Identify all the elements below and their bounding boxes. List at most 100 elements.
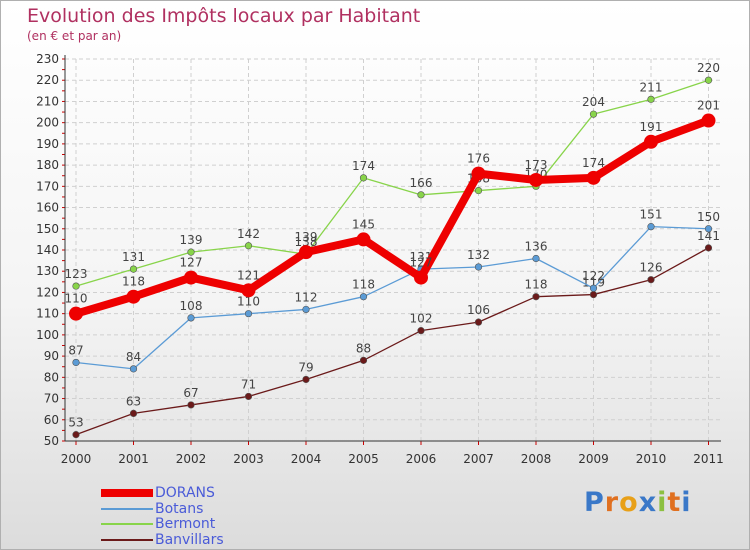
data-label-dorans: 110: [65, 292, 88, 306]
data-point-dorans: [69, 306, 83, 321]
y-tick-label: 150: [36, 222, 59, 236]
data-label-botans: 122: [582, 269, 605, 283]
data-point-bermont: [474, 186, 483, 195]
legend-swatch: [101, 489, 153, 497]
data-point-bermont: [647, 95, 655, 103]
legend-label: Banvillars: [155, 531, 224, 548]
x-tick-label: 2005: [348, 452, 379, 466]
data-label-botans: 118: [352, 278, 375, 292]
data-point-dorans: [586, 170, 601, 185]
data-point-bermont: [704, 76, 713, 84]
data-point-botans: [474, 263, 483, 271]
x-tick-label: 2001: [118, 452, 149, 466]
data-label-botans: 136: [525, 239, 548, 253]
y-tick-label: 230: [36, 52, 59, 66]
data-point-bermont: [589, 110, 598, 118]
series-line-botans: [75, 226, 710, 370]
data-point-banvillars: [474, 318, 483, 326]
y-tick-label: 130: [36, 264, 59, 278]
data-point-botans: [187, 314, 195, 322]
data-point-dorans: [241, 283, 256, 298]
x-tick-label: 2009: [578, 452, 609, 466]
logo-letter: x: [638, 487, 658, 518]
y-tick-label: 50: [44, 434, 59, 448]
proxiti-logo: Proxiti: [584, 487, 692, 518]
data-point-botans: [359, 293, 368, 301]
x-tick-label: 2010: [636, 452, 667, 466]
data-label-botans: 87: [68, 343, 83, 357]
series-line-dorans: [72, 116, 713, 318]
y-tick-label: 160: [36, 201, 59, 215]
data-label-bermont: 174: [352, 159, 375, 173]
data-label-banvillars: 67: [183, 386, 198, 400]
data-point-bermont: [129, 265, 138, 273]
logo-letter: i: [657, 487, 668, 518]
y-tick-label: 90: [44, 349, 59, 363]
data-point-botans: [72, 358, 80, 367]
data-point-dorans: [184, 270, 198, 285]
data-label-botans: 112: [295, 290, 318, 304]
data-label-bermont: 131: [122, 250, 145, 264]
data-label-bermont: 211: [640, 80, 663, 94]
data-point-banvillars: [359, 356, 368, 364]
x-tick-label: 2011: [693, 452, 724, 466]
data-point-banvillars: [417, 327, 425, 335]
logo-letter: o: [619, 487, 639, 518]
data-label-bermont: 138: [295, 235, 318, 249]
data-point-botans: [647, 223, 655, 231]
data-point-bermont: [187, 248, 195, 256]
data-point-botans: [589, 284, 598, 292]
legend-item: DORANS: [101, 485, 321, 501]
data-label-botans: 84: [126, 350, 141, 364]
data-point-banvillars: [589, 290, 598, 299]
data-label-banvillars: 141: [697, 229, 720, 243]
data-point-dorans: [299, 245, 313, 260]
data-label-dorans: 127: [180, 256, 203, 270]
data-label-dorans: 174: [582, 156, 605, 170]
data-point-banvillars: [129, 409, 138, 418]
data-label-bermont: 204: [582, 95, 605, 109]
y-tick-label: 170: [36, 179, 59, 193]
legend-label: Botans: [155, 500, 204, 517]
data-label-bermont: 139: [180, 233, 203, 247]
data-point-botans: [129, 365, 138, 373]
y-tick-label: 80: [44, 370, 59, 384]
legend-swatch: [101, 523, 153, 525]
data-point-banvillars: [302, 375, 310, 384]
data-point-dorans: [471, 166, 486, 181]
x-tick-label: 2003: [233, 452, 264, 466]
data-point-bermont: [359, 174, 368, 182]
x-tick-label: 2002: [176, 452, 207, 466]
logo-letter: P: [584, 487, 605, 518]
y-tick-label: 180: [36, 158, 59, 172]
x-tick-label: 2007: [463, 452, 494, 466]
data-label-banvillars: 102: [410, 312, 433, 326]
y-tick-label: 220: [36, 73, 59, 87]
y-tick-label: 60: [44, 413, 59, 427]
data-label-dorans: 176: [467, 152, 490, 166]
legend-label: DORANS: [155, 485, 215, 501]
data-label-bermont: 123: [65, 267, 88, 281]
data-label-dorans: 191: [640, 120, 663, 134]
legend-swatch: [101, 507, 153, 510]
data-point-banvillars: [647, 276, 655, 284]
data-label-dorans: 121: [237, 268, 260, 282]
data-label-banvillars: 119: [582, 276, 605, 290]
x-tick-label: 2000: [61, 452, 92, 466]
data-point-bermont: [417, 191, 425, 199]
data-label-botans: 151: [640, 208, 663, 222]
data-point-bermont: [244, 242, 253, 250]
data-label-banvillars: 106: [467, 303, 490, 317]
data-point-botans: [244, 310, 253, 318]
data-point-dorans: [356, 232, 371, 247]
data-point-banvillars: [532, 293, 540, 301]
data-label-dorans: 145: [352, 217, 375, 231]
y-tick-label: 70: [44, 392, 59, 406]
data-point-dorans: [701, 113, 716, 128]
legend-item: Bermont: [101, 516, 321, 532]
data-label-dorans: 173: [525, 158, 548, 172]
legend-item: Botans: [101, 501, 321, 517]
data-label-banvillars: 53: [68, 416, 83, 430]
legend-label: Bermont: [155, 516, 216, 532]
data-point-banvillars: [187, 401, 195, 409]
